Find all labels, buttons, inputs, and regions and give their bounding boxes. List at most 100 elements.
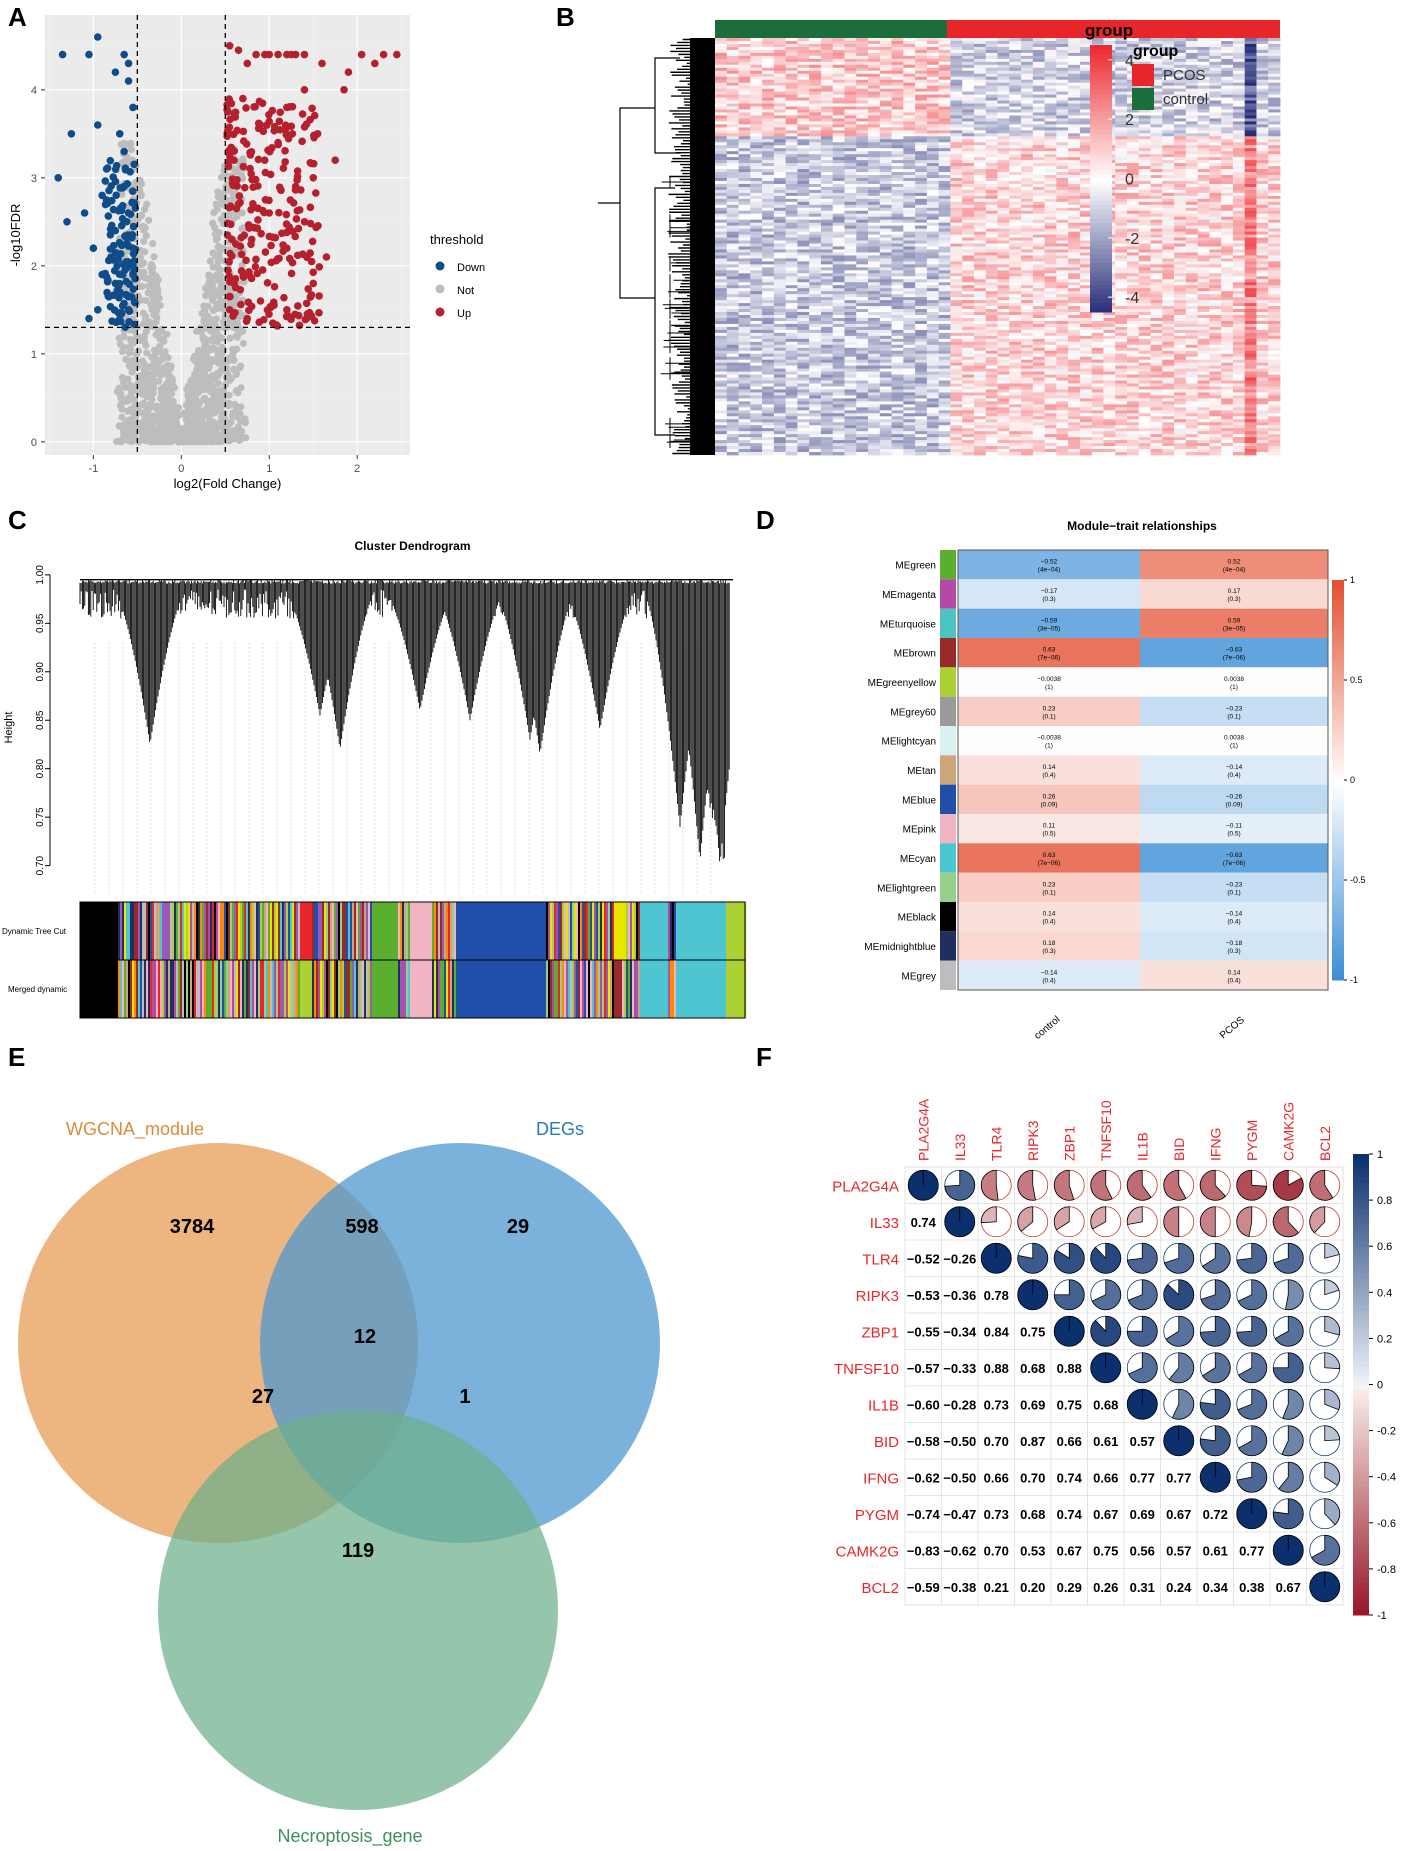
heatmap-cell (820, 207, 834, 212)
heatmap-cell (1221, 219, 1234, 224)
heatmap-cell (868, 109, 881, 113)
heatmap-cell (726, 145, 739, 149)
heatmap-cell (868, 216, 881, 221)
up-point (282, 220, 291, 228)
heatmap-cell (915, 49, 928, 54)
heatmap-cell (938, 222, 951, 227)
heatmap-cell (1068, 228, 1081, 233)
heatmap-cell (903, 151, 916, 155)
heatmap-cell (1268, 201, 1281, 206)
heatmap-cell (1021, 216, 1034, 221)
heatmap-cell (962, 124, 975, 128)
heatmap-cell (832, 222, 845, 227)
heatmap-cell (950, 192, 963, 197)
heatmap-cell (1162, 91, 1175, 95)
heatmap-cell (1162, 46, 1175, 51)
heatmap-cell (1056, 88, 1069, 93)
heatmap-cell (750, 109, 763, 113)
heatmap-cell (820, 106, 834, 110)
heatmap-cell (1150, 142, 1163, 146)
heatmap-cell (915, 46, 928, 51)
heatmap-cell (1268, 133, 1281, 137)
heatmap-cell (1115, 64, 1128, 69)
heatmap-cell (715, 166, 728, 170)
heatmap-cell (938, 97, 951, 101)
heatmap-cell (1021, 94, 1034, 98)
heatmap-cell (1221, 133, 1234, 137)
heatmap-cell (950, 112, 963, 116)
heatmap-cell (926, 88, 940, 93)
heatmap-cell (997, 100, 1010, 104)
heatmap-cell (726, 157, 739, 161)
heatmap-cell (1209, 58, 1222, 63)
heatmap-cell (915, 183, 928, 188)
heatmap-cell (938, 189, 951, 194)
heatmap-cell (785, 130, 798, 134)
heatmap-cell (1079, 79, 1093, 84)
heatmap-cell (1068, 148, 1081, 152)
not-point (194, 352, 202, 360)
heatmap-cell (1197, 67, 1210, 72)
heatmap-cell (915, 79, 928, 84)
heatmap-cell (891, 70, 904, 75)
heatmap-cell (1209, 175, 1222, 179)
heatmap-cell (950, 180, 963, 185)
heatmap-cell (868, 91, 881, 95)
heatmap-cell (962, 58, 975, 63)
heatmap-cell (1174, 91, 1187, 95)
heatmap-cell (785, 133, 798, 137)
heatmap-cell (726, 46, 739, 51)
heatmap-cell (773, 88, 787, 93)
not-point (227, 418, 235, 426)
up-point (271, 233, 280, 242)
heatmap-cell (1232, 46, 1246, 51)
heatmap-cell (1032, 109, 1045, 113)
heatmap-cell (1162, 198, 1175, 203)
heatmap-cell (832, 127, 845, 131)
down-point (105, 186, 113, 195)
heatmap-cell (903, 121, 916, 125)
heatmap-cell (762, 106, 775, 110)
heatmap-cell (985, 136, 998, 140)
heatmap-cell (773, 40, 787, 45)
heatmap-cell (738, 145, 751, 149)
heatmap-cell (962, 139, 975, 143)
heatmap-cell (738, 213, 751, 218)
heatmap-cell (1044, 163, 1057, 167)
heatmap-cell (926, 115, 940, 119)
heatmap-cell (809, 163, 822, 167)
heatmap-cell (1044, 118, 1057, 122)
heatmap-cell (1244, 175, 1257, 179)
heatmap-cell (915, 180, 928, 185)
heatmap-cell (832, 76, 845, 81)
heatmap-cell (856, 121, 869, 125)
heatmap-cell (985, 58, 998, 63)
heatmap-cell (809, 216, 822, 221)
heatmap-cell (1162, 201, 1175, 206)
heatmap-cell (1221, 225, 1234, 230)
heatmap-cell (1209, 225, 1222, 230)
heatmap-cell (1256, 49, 1269, 54)
heatmap-cell (1209, 100, 1222, 104)
heatmap-cell (973, 183, 987, 188)
heatmap-cell (844, 106, 857, 110)
heatmap-cell (726, 207, 739, 212)
heatmap-cell (891, 201, 904, 206)
heatmap-cell (997, 124, 1010, 128)
up-point (232, 204, 241, 213)
heatmap-cell (750, 121, 763, 125)
heatmap-cell (1162, 73, 1175, 78)
not-point (173, 423, 182, 431)
heatmap-cell (738, 73, 751, 78)
heatmap-cell (879, 127, 892, 131)
heatmap-cell (903, 154, 916, 158)
heatmap-cell (1221, 106, 1234, 110)
down-point (124, 77, 133, 85)
heatmap-cell (1197, 40, 1210, 45)
up-point (279, 241, 287, 249)
heatmap-cell (762, 61, 775, 66)
heatmap-cell (1209, 43, 1222, 48)
heatmap-cell (1044, 127, 1057, 131)
heatmap-cell (1056, 142, 1069, 146)
heatmap-cell (773, 136, 787, 140)
